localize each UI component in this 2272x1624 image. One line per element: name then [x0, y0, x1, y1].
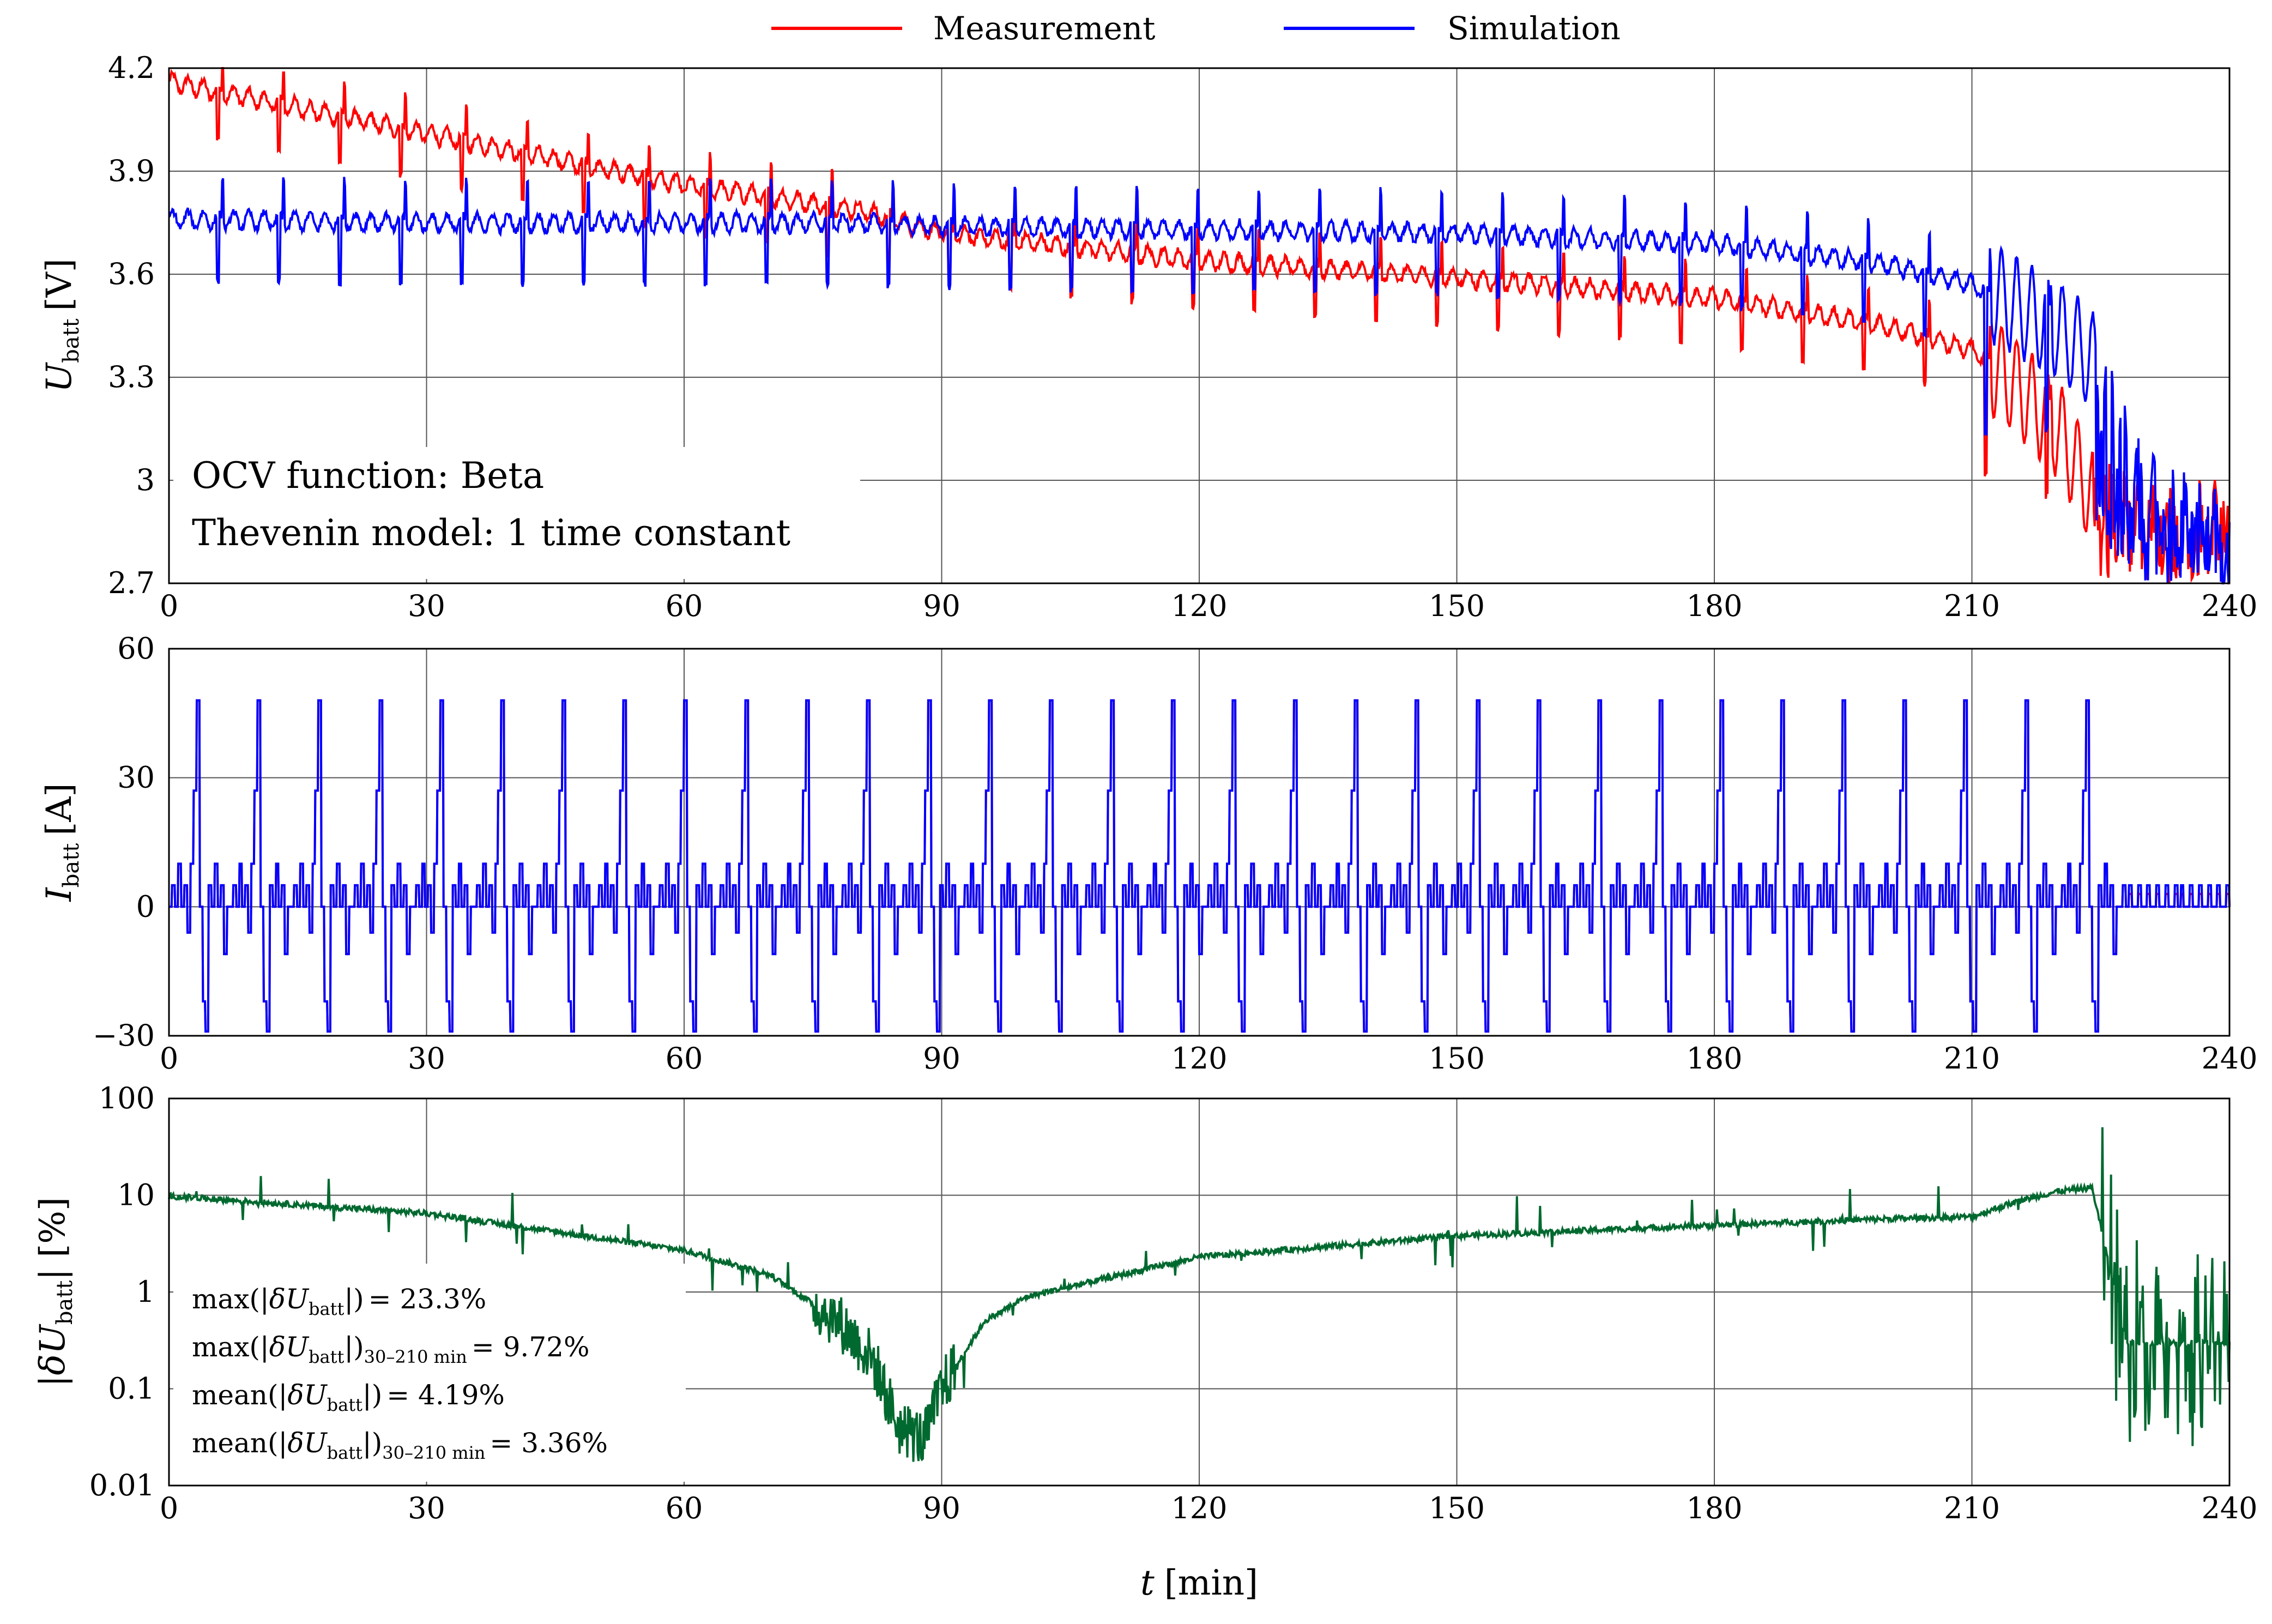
voltage-series-measurement: [168, 67, 2230, 584]
y-tick-label: 3: [136, 463, 155, 497]
current-grid: [168, 648, 2230, 1036]
y-tick-label: 3.3: [108, 360, 155, 394]
current-y-axis-var: I: [39, 887, 80, 902]
x-tick-label: 240: [2201, 1041, 2257, 1076]
legend-label-measurement: Measurement: [933, 10, 1155, 47]
error-y-axis-sub: batt: [52, 1281, 77, 1325]
error-x-ticks: 0 30 60 90 120 150 180 210 240: [160, 1491, 2258, 1525]
x-tick-label: 120: [1171, 1491, 1227, 1525]
x-tick-label: 180: [1686, 1041, 1742, 1076]
y-tick-label: 2.7: [108, 566, 155, 600]
voltage-series-simulation: [168, 177, 2231, 584]
voltage-y-axis-sub: batt: [59, 318, 84, 363]
x-tick-label: 240: [2201, 1491, 2257, 1525]
stat-line-0: max(|δUbatt|) = 23.3%: [192, 1283, 486, 1319]
y-tick-label: 100: [99, 1081, 155, 1115]
current-series-simulation: [169, 699, 2231, 1033]
y-tick-label: 30: [117, 760, 155, 795]
y-tick-label: 3.9: [108, 154, 155, 188]
voltage-axes-frame: [168, 67, 2231, 584]
y-tick-label: 10: [117, 1178, 155, 1212]
voltage-y-ticks: 2.7 3 3.3 3.6 3.9 4.2: [108, 51, 155, 600]
x-tick-label: 90: [923, 589, 960, 623]
error-stats-annotation: max(|δUbatt|) = 23.3% max(|δUbatt|)30–210 …: [173, 1264, 686, 1482]
error-y-axis-label: |δUbatt| [%]: [33, 1197, 77, 1387]
y-tick-label: 4.2: [108, 51, 155, 85]
voltage-y-axis-label: Ubatt [V]: [39, 258, 84, 393]
annotation-background: [173, 447, 860, 579]
error-axes-frame: [168, 1097, 2231, 1487]
stat-line-1: max(|δUbatt|)30–210 min = 9.72%: [192, 1331, 589, 1367]
x-axis-var: t: [1140, 1563, 1155, 1603]
current-axes-frame: [168, 648, 2231, 1037]
y-tick-label: −30: [93, 1018, 155, 1053]
x-tick-label: 150: [1429, 1491, 1485, 1525]
current-y-axis-label: Ibatt [A]: [39, 783, 84, 902]
x-tick-label: 180: [1686, 1491, 1742, 1525]
voltage-annotation: OCV function: Beta Thevenin model: 1 tim…: [173, 447, 860, 579]
x-tick-label: 180: [1686, 589, 1742, 623]
x-tick-label: 210: [1944, 1491, 2000, 1525]
current-y-ticks: −30 0 30 60: [93, 631, 155, 1053]
x-tick-label: 60: [666, 1041, 703, 1076]
error-y-ticks: 0.01 0.1 1 10 100: [89, 1081, 155, 1502]
current-plot-area: [169, 699, 2231, 1033]
thevenin-model-text: Thevenin model: 1 time constant: [192, 512, 790, 554]
current-y-axis-sub: batt: [59, 843, 84, 888]
ocv-function-text: OCV function: Beta: [192, 455, 544, 497]
y-tick-label: 0.01: [89, 1468, 155, 1502]
y-tick-label: 60: [117, 631, 155, 666]
x-tick-label: 90: [923, 1041, 960, 1076]
x-tick-label: 240: [2201, 589, 2257, 623]
x-tick-label: 210: [1944, 589, 2000, 623]
x-tick-label: 120: [1171, 589, 1227, 623]
x-tick-label: 210: [1944, 1041, 2000, 1076]
x-tick-label: 120: [1171, 1041, 1227, 1076]
voltage-panel: 2.733.33.63.94.2 0 30 60 90 120 150 180 210 240 …: [39, 51, 2258, 623]
y-tick-label: 0.1: [108, 1372, 155, 1406]
x-tick-label: 30: [408, 1041, 445, 1076]
error-series: [168, 1127, 2231, 1462]
legend: Measurement Simulation: [771, 10, 1621, 47]
voltage-y-axis-var: U: [39, 362, 80, 393]
x-tick-label: 150: [1429, 1041, 1485, 1076]
x-tick-label: 0: [160, 1041, 178, 1076]
x-axis-unit: [min]: [1164, 1563, 1258, 1603]
error-y-axis-pre: |: [33, 1375, 73, 1387]
x-tick-label: 30: [408, 1491, 445, 1525]
voltage-plot-area: [168, 67, 2231, 584]
x-axis-label: t [min]: [1140, 1563, 1258, 1603]
x-tick-label: 150: [1429, 589, 1485, 623]
voltage-x-ticks: 0 30 60 90 120 150 180 210 240: [160, 589, 2258, 623]
x-tick-label: 30: [408, 589, 445, 623]
y-tick-label: 3.6: [108, 257, 155, 291]
y-tick-label: 0: [136, 889, 155, 923]
error-plot-area: [168, 1127, 2231, 1462]
y-tick-label: 1: [136, 1275, 155, 1309]
stats-background: [173, 1264, 686, 1482]
current-y-axis-unit: [A]: [39, 783, 80, 835]
error-y-axis-post: | [%]: [33, 1197, 73, 1281]
x-tick-label: 0: [160, 589, 178, 623]
x-tick-label: 90: [923, 1491, 960, 1525]
current-x-ticks: 0 30 60 90 120 150 180 210 240: [160, 1041, 2258, 1076]
stat-line-3: mean(|δUbatt|)30–210 min = 3.36%: [192, 1427, 608, 1463]
voltage-y-axis-unit: [V]: [39, 258, 80, 311]
x-tick-label: 60: [666, 1491, 703, 1525]
error-y-axis-var: δU: [33, 1324, 73, 1375]
x-tick-label: 0: [160, 1491, 178, 1525]
stat-line-2: mean(|δUbatt|) = 4.19%: [192, 1379, 505, 1415]
legend-label-simulation: Simulation: [1447, 10, 1621, 47]
error-panel: 0.01 0.1 1 10 100 0 30 60 90 120 150 180 210 240 max…: [33, 1081, 2258, 1525]
x-tick-label: 60: [666, 589, 703, 623]
